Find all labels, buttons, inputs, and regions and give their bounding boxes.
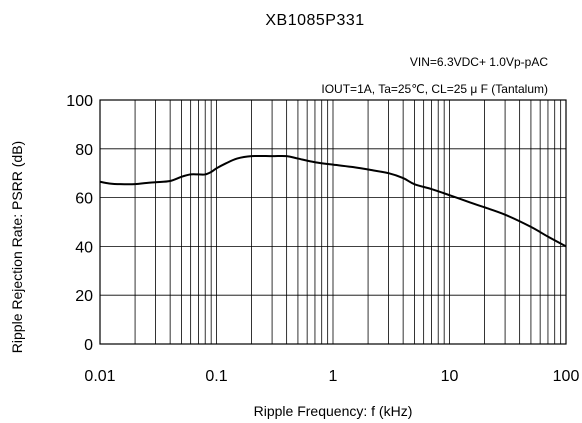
y-tick-label: 0 — [84, 337, 93, 354]
x-tick-label: 0.01 — [84, 368, 115, 385]
y-tick-label: 80 — [75, 142, 93, 159]
y-tick-labels: 0 20 40 60 80 100 — [66, 93, 93, 354]
x-tick-label: 10 — [441, 368, 459, 385]
grid — [99, 99, 566, 345]
y-tick-label: 60 — [75, 191, 93, 208]
condition-line-1: VIN=6.3VDC+ 1.0Vp-pAC — [410, 55, 548, 69]
chart-title: XB1085P331 — [265, 12, 364, 29]
x-axis-label: Ripple Frequency: f (kHz) — [254, 403, 413, 419]
x-tick-label: 1 — [329, 368, 338, 385]
y-axis-label: Ripple Rejection Rate: PSRR (dB) — [9, 141, 25, 353]
psrr-curve — [99, 154, 567, 248]
plot-frame — [99, 99, 567, 345]
condition-line-2: IOUT=1A, Ta=25℃, CL=25 μ F (Tantalum) — [321, 82, 548, 96]
y-tick-label: 100 — [66, 93, 93, 110]
y-tick-label: 20 — [75, 288, 93, 305]
x-tick-labels: 0.01 0.1 1 10 100 — [84, 368, 579, 385]
y-tick-label: 40 — [75, 239, 93, 256]
x-tick-label: 100 — [553, 368, 580, 385]
x-tick-label: 0.1 — [205, 368, 227, 385]
